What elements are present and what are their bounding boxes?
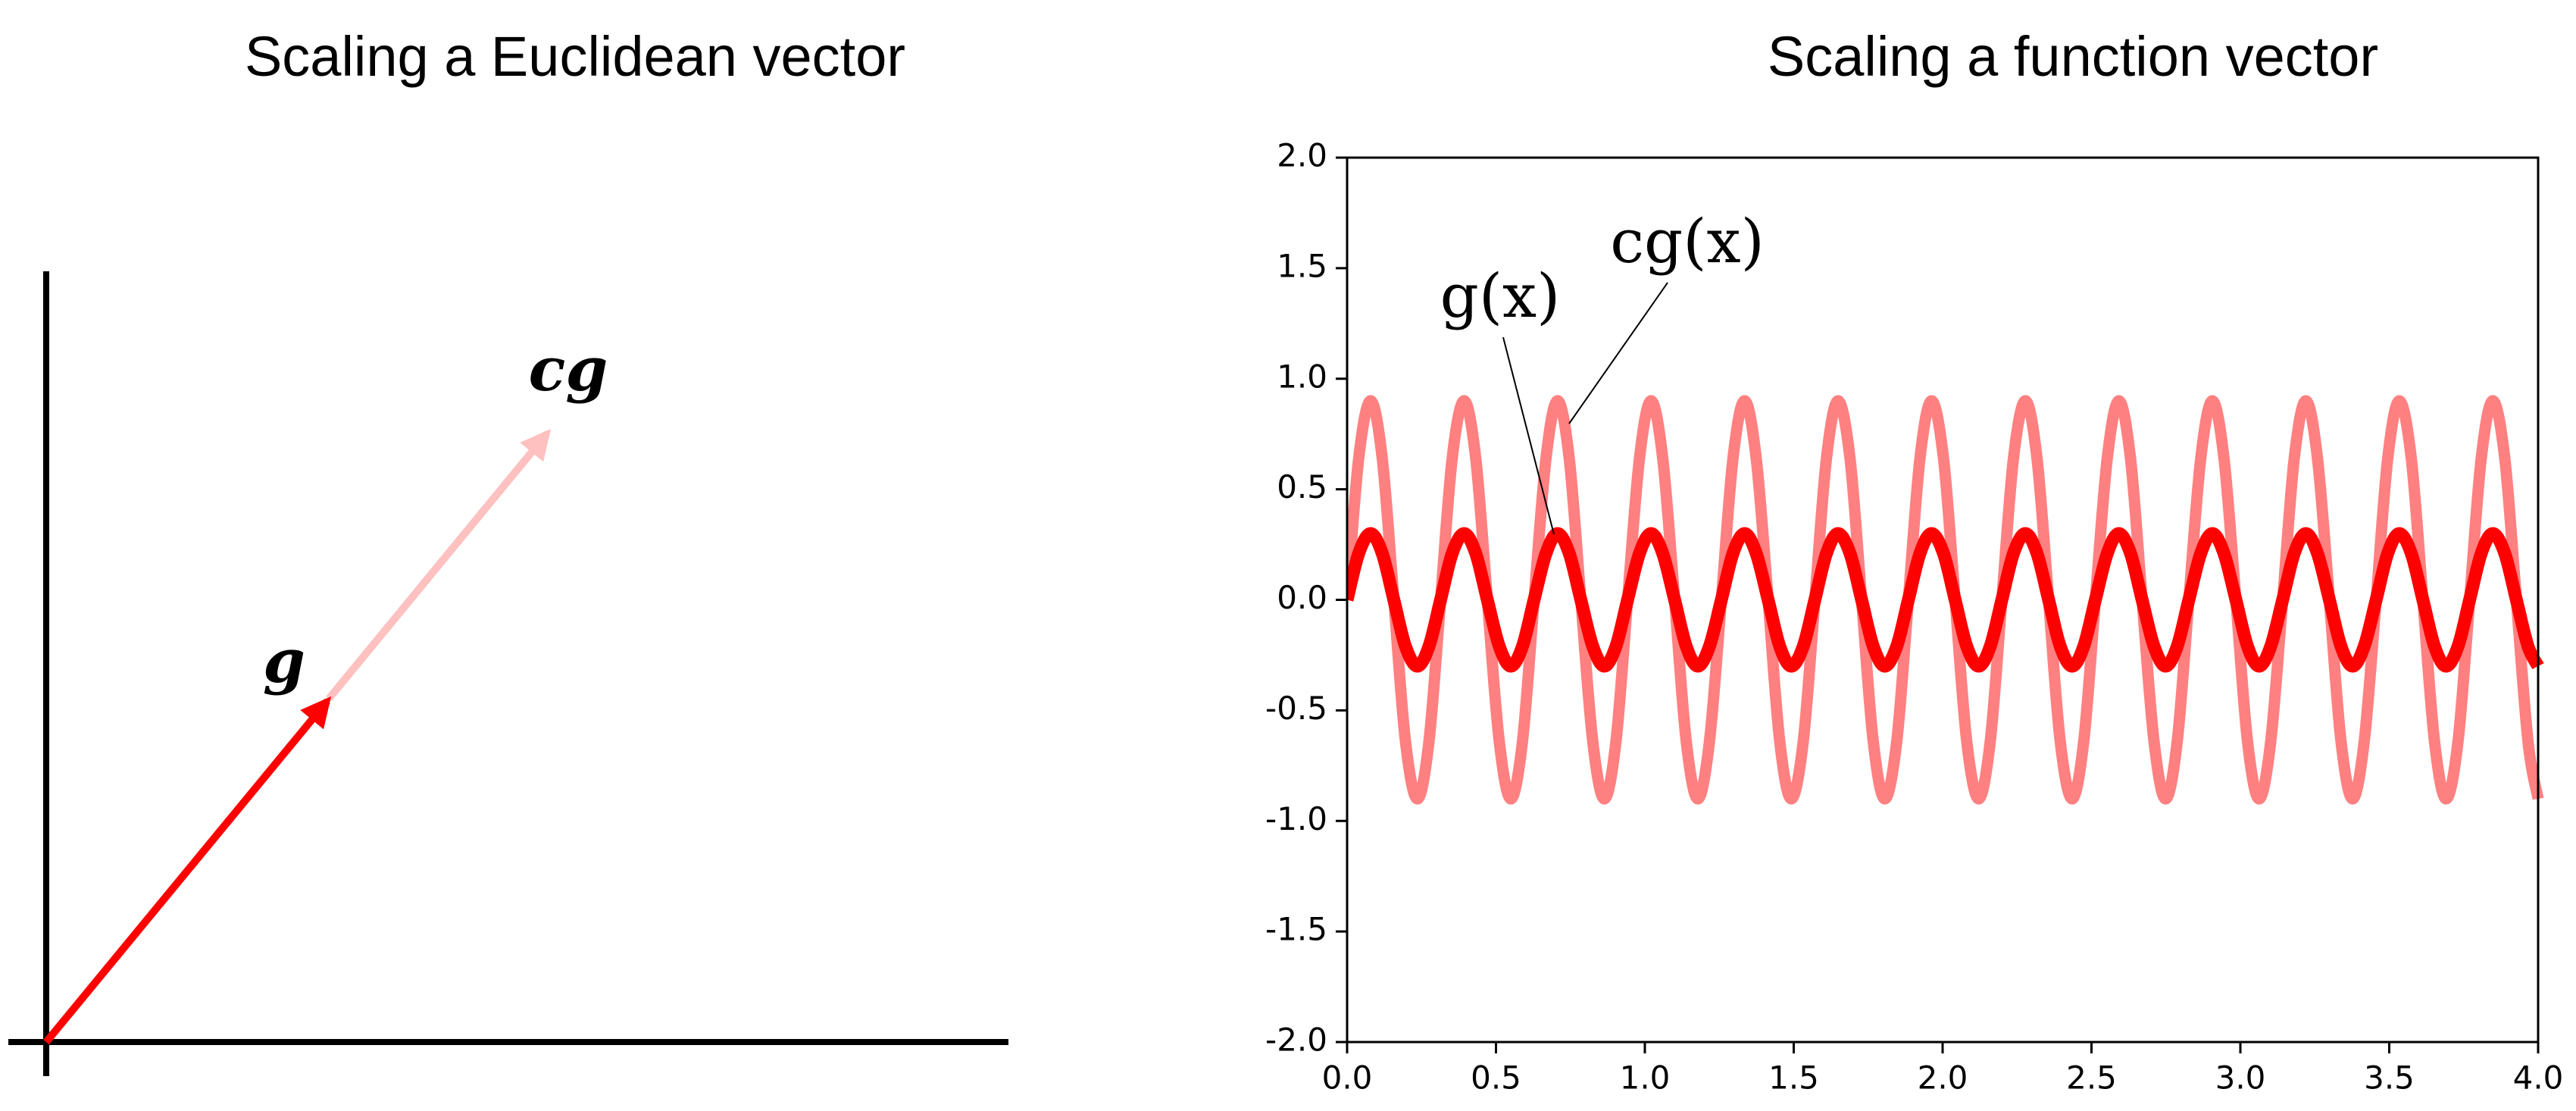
line-series xyxy=(1347,395,2544,805)
y-tick-label: 2.0 xyxy=(1277,137,1327,174)
plot-frame xyxy=(1346,156,2540,1044)
euclidean-panel: Scaling a Euclidean vector g cg xyxy=(8,25,1008,1076)
y-tick-label: -2.0 xyxy=(1265,1022,1327,1059)
y-tick-label: -1.0 xyxy=(1265,800,1327,837)
y-tick-label: 1.0 xyxy=(1277,358,1327,395)
y-tick-label: 1.5 xyxy=(1277,247,1327,284)
vector-label: g xyxy=(263,625,305,696)
x-tick-label: 1.5 xyxy=(1768,1059,1819,1097)
vector-label: cg xyxy=(529,333,608,405)
x-tick-label: 0.5 xyxy=(1471,1059,1521,1097)
panel-title: Scaling a Euclidean vector xyxy=(245,25,905,88)
x-tick-label: 1.0 xyxy=(1620,1059,1671,1097)
function-panel: Scaling a function vector -2.0 -1.5 -1.0 -0… xyxy=(1265,25,2563,1097)
y-tick-label: -0.5 xyxy=(1265,690,1327,727)
line-series xyxy=(1347,527,2544,673)
annotation-line xyxy=(1502,336,1555,535)
annotation-line xyxy=(1568,282,1668,424)
x-tick-label: 3.5 xyxy=(2364,1059,2415,1097)
y-tick-label: 0.0 xyxy=(1277,579,1327,616)
vector-cg xyxy=(326,428,552,702)
x-tick-label: 2.5 xyxy=(2066,1059,2117,1097)
chart-title: Scaling a function vector xyxy=(1768,25,2378,88)
y-tick-label: -1.5 xyxy=(1265,911,1327,948)
x-tick-label: 3.0 xyxy=(2215,1059,2266,1097)
series-label: g(x) xyxy=(1440,261,1561,331)
x-tick-label: 4.0 xyxy=(2513,1059,2564,1097)
x-tick-label: 0.0 xyxy=(1322,1059,1373,1097)
series-label: cg(x) xyxy=(1610,206,1765,277)
vector-g xyxy=(43,696,332,1045)
y-tick-label: 0.5 xyxy=(1277,468,1327,505)
x-tick-label: 2.0 xyxy=(1918,1059,1968,1097)
